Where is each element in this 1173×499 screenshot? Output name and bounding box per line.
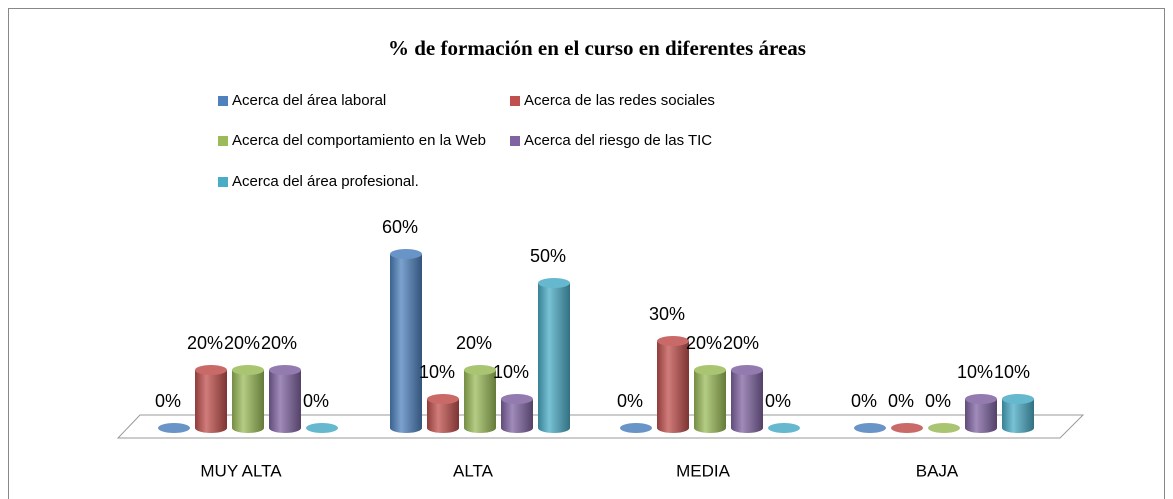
chart-title: % de formación en el curso en diferentes… bbox=[388, 36, 806, 60]
x-tick-label: BAJA bbox=[916, 461, 959, 480]
data-label: 50% bbox=[530, 246, 566, 266]
bar-top bbox=[768, 423, 800, 433]
data-label: 30% bbox=[649, 304, 685, 324]
data-label: 20% bbox=[224, 333, 260, 353]
bar-top bbox=[501, 394, 533, 404]
data-label: 10% bbox=[419, 362, 455, 382]
bar bbox=[731, 370, 763, 433]
bar-top bbox=[965, 394, 997, 404]
bar bbox=[965, 399, 997, 433]
bar-top bbox=[269, 365, 301, 375]
data-label: 0% bbox=[617, 391, 643, 411]
data-label: 60% bbox=[382, 217, 418, 237]
data-label: 10% bbox=[994, 362, 1030, 382]
bar-top bbox=[694, 365, 726, 375]
legend-swatch bbox=[218, 96, 228, 106]
bar-top bbox=[854, 423, 886, 433]
bar bbox=[269, 370, 301, 433]
x-tick-label: MUY ALTA bbox=[200, 461, 282, 480]
bar-top bbox=[390, 249, 422, 259]
data-label: 20% bbox=[261, 333, 297, 353]
data-label: 10% bbox=[493, 362, 529, 382]
bar bbox=[1002, 399, 1034, 433]
bar bbox=[195, 370, 227, 433]
data-label: 0% bbox=[303, 391, 329, 411]
bar-top bbox=[232, 365, 264, 375]
bar bbox=[501, 399, 533, 433]
bar bbox=[427, 399, 459, 433]
legend-swatch bbox=[218, 136, 228, 146]
legend-label: Acerca de las redes sociales bbox=[524, 92, 715, 109]
bar bbox=[232, 370, 264, 433]
data-label: 20% bbox=[723, 333, 759, 353]
bar-top bbox=[891, 423, 923, 433]
floor bbox=[116, 414, 1085, 439]
data-label: 20% bbox=[187, 333, 223, 353]
legend-label: Acerca del área laboral bbox=[232, 92, 386, 109]
data-label: 20% bbox=[686, 333, 722, 353]
bar-top bbox=[538, 278, 570, 288]
bar-top bbox=[657, 336, 689, 346]
legend-swatch bbox=[510, 96, 520, 106]
data-label: 0% bbox=[925, 391, 951, 411]
legend-label: Acerca del área profesional. bbox=[232, 173, 419, 190]
legend-label: Acerca del comportamiento en la Web bbox=[232, 132, 486, 149]
data-label: 0% bbox=[155, 391, 181, 411]
bar-top bbox=[427, 394, 459, 404]
data-label: 0% bbox=[851, 391, 877, 411]
bar-top bbox=[928, 423, 960, 433]
bar-top bbox=[306, 423, 338, 433]
bar-top bbox=[1002, 394, 1034, 404]
bar bbox=[390, 254, 422, 433]
bar-top bbox=[158, 423, 190, 433]
x-tick-label: ALTA bbox=[453, 461, 494, 480]
data-label: 20% bbox=[456, 333, 492, 353]
data-label: 10% bbox=[957, 362, 993, 382]
bar-top bbox=[464, 365, 496, 375]
legend-swatch bbox=[510, 136, 520, 146]
x-tick-label: MEDIA bbox=[676, 461, 731, 480]
data-label: 0% bbox=[888, 391, 914, 411]
bar-top bbox=[620, 423, 652, 433]
bar bbox=[694, 370, 726, 433]
bar-top bbox=[731, 365, 763, 375]
bar-top bbox=[195, 365, 227, 375]
bar bbox=[538, 283, 570, 433]
data-label: 0% bbox=[765, 391, 791, 411]
bar bbox=[657, 341, 689, 433]
bar bbox=[464, 370, 496, 433]
legend-swatch bbox=[218, 177, 228, 187]
legend-label: Acerca del riesgo de las TIC bbox=[524, 132, 712, 149]
